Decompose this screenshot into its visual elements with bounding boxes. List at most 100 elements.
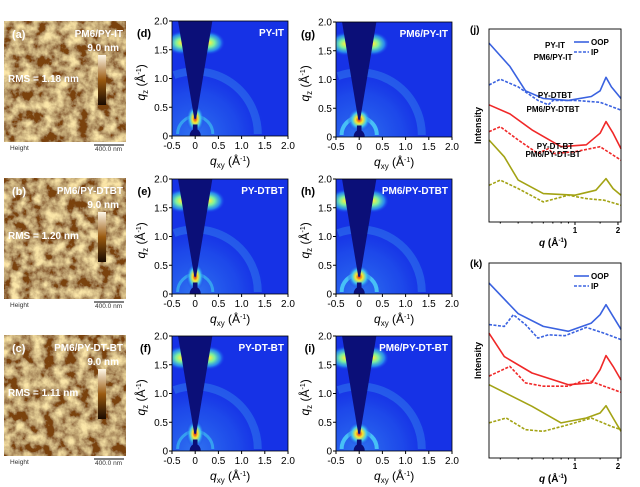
scattering-map bbox=[172, 336, 288, 451]
y-axis-label-part: (Å bbox=[133, 232, 148, 247]
y-tick-label: 1.5 bbox=[154, 203, 168, 214]
missing-wedge bbox=[178, 21, 213, 119]
x-tick-label: 0 bbox=[192, 299, 198, 310]
y-axis-label: qz (Å-1) bbox=[133, 64, 150, 100]
x-axis-label: qxy (Å-1) bbox=[374, 311, 414, 328]
x-tick-label: -0.5 bbox=[327, 142, 345, 153]
panel-title: PM6/PY-DTBT bbox=[382, 186, 448, 197]
height-channel-label: Height bbox=[10, 145, 29, 152]
height-channel-label: Height bbox=[10, 302, 29, 309]
x-axis-label: qxy (Å-1) bbox=[210, 468, 250, 485]
x-tick-label: 1 bbox=[573, 226, 578, 235]
x-tick-label: 0.5 bbox=[211, 141, 225, 152]
y-tick-label: 1.0 bbox=[154, 389, 168, 400]
panel-label: (a) bbox=[12, 29, 26, 41]
panel-title: PY-DTBT bbox=[241, 186, 284, 197]
scale-bar-label: 400.0 nm bbox=[95, 303, 122, 310]
x-axis-label-part: q bbox=[210, 469, 217, 483]
y-tick-label: 0 bbox=[326, 290, 332, 301]
x-axis-label-part: q bbox=[374, 312, 381, 326]
x-axis-label-part: q bbox=[539, 238, 545, 249]
x-tick-label: -0.5 bbox=[163, 299, 181, 310]
x-tick-label: 2.0 bbox=[445, 456, 459, 467]
rms-label: RMS = 1.11 nm bbox=[8, 388, 78, 399]
x-axis-label-part: xy bbox=[381, 162, 389, 171]
y-tick-label: 1.0 bbox=[318, 389, 332, 400]
ip-curve bbox=[488, 417, 622, 433]
panel-label: (k) bbox=[470, 259, 482, 270]
y-tick-label: 0.5 bbox=[154, 103, 168, 114]
x-tick-label: 2 bbox=[616, 462, 621, 471]
x-tick-label: 1.5 bbox=[422, 299, 436, 310]
y-tick-label: 0.5 bbox=[154, 261, 168, 272]
beamstop-base bbox=[189, 443, 201, 451]
y-tick-label: 0 bbox=[162, 132, 168, 143]
x-axis-label-part: -1 bbox=[404, 157, 410, 164]
curve-group-label: PM6/PY-IT bbox=[534, 53, 573, 62]
plot-frame bbox=[488, 28, 622, 223]
y-tick-label: 0.5 bbox=[318, 104, 332, 115]
x-tick-label: 1.5 bbox=[422, 142, 436, 153]
y-axis-label: qz (Å-1) bbox=[297, 222, 314, 258]
y-axis-label-part: -1 bbox=[300, 383, 307, 389]
x-tick-label: 2.0 bbox=[281, 456, 295, 467]
panel-label: (g) bbox=[301, 29, 315, 41]
y-axis-label-part: (Å bbox=[133, 389, 148, 404]
x-axis-label-part: ) bbox=[246, 469, 250, 483]
oop-curve bbox=[488, 332, 622, 386]
afm-panel: (c) PM6/PY-DT-BT 9.0 nm RMS = 1.11 nm Height… bbox=[4, 335, 126, 467]
x-axis-label-part: (Å bbox=[389, 154, 404, 169]
x-axis-label: qxy (Å-1) bbox=[374, 468, 414, 485]
y-axis-label-part: z bbox=[141, 90, 150, 94]
x-tick-label: 2.0 bbox=[445, 299, 459, 310]
panel-label: (b) bbox=[12, 186, 26, 198]
x-tick-label: 1.5 bbox=[422, 456, 436, 467]
afm-panel: (b) PM6/PY-DTBT 9.0 nm RMS = 1.20 nm Height 4… bbox=[4, 178, 126, 310]
x-axis-label-part: (Å bbox=[389, 468, 404, 483]
y-axis-label-part: z bbox=[141, 248, 150, 252]
color-scale-max-label: 9.0 nm bbox=[87, 43, 119, 54]
x-axis-label: qxy (Å-1) bbox=[210, 153, 250, 170]
beamstop-base bbox=[353, 444, 365, 451]
x-axis-label-part: -1 bbox=[404, 471, 410, 478]
x-tick-label: 2.0 bbox=[281, 141, 295, 152]
oop-curve bbox=[488, 282, 622, 333]
y-tick-label: 1.0 bbox=[318, 232, 332, 243]
y-tick-label: 2.0 bbox=[154, 175, 168, 186]
y-axis-label-part: z bbox=[305, 248, 314, 252]
color-scale-bar bbox=[98, 55, 106, 105]
x-axis-label-part: q bbox=[539, 474, 545, 485]
x-axis-label-part: xy bbox=[217, 161, 225, 170]
x-axis-label-part: -1 bbox=[240, 314, 246, 321]
sample-label: PM6/PY-DT-BT bbox=[54, 343, 123, 354]
y-axis-label: qz (Å-1) bbox=[133, 379, 150, 415]
x-tick-label: 2.0 bbox=[281, 299, 295, 310]
curve-group-label: PY-IT bbox=[545, 41, 565, 50]
x-axis-label-part: -1 bbox=[558, 238, 564, 244]
panel-label: (d) bbox=[137, 28, 151, 40]
oop-curve bbox=[488, 383, 622, 432]
y-axis-label-part: ) bbox=[134, 64, 148, 68]
y-tick-label: 1.5 bbox=[318, 203, 332, 214]
beamstop-base bbox=[189, 287, 201, 294]
x-axis-label-part: -1 bbox=[240, 471, 246, 478]
y-axis-label-part: z bbox=[141, 405, 150, 409]
x-tick-label: 1.0 bbox=[399, 456, 413, 467]
missing-wedge bbox=[342, 22, 377, 120]
x-axis-label-part: (Å bbox=[545, 472, 558, 485]
oop-curve bbox=[488, 139, 622, 196]
y-axis-label: qz (Å-1) bbox=[297, 65, 314, 101]
x-axis-label-part: -1 bbox=[240, 156, 246, 163]
panel-label: (c) bbox=[12, 343, 26, 355]
scale-bar-label: 400.0 nm bbox=[95, 460, 122, 467]
x-tick-label: 1.0 bbox=[399, 299, 413, 310]
x-tick-label: -0.5 bbox=[163, 456, 181, 467]
curve-group-label: PM6/PY-DTBT bbox=[527, 105, 580, 114]
y-tick-label: 0 bbox=[162, 290, 168, 301]
x-axis-label-part: ) bbox=[410, 312, 414, 326]
x-axis-label-part: (Å bbox=[225, 468, 240, 483]
x-tick-label: -0.5 bbox=[163, 141, 181, 152]
rms-label: RMS = 1.20 nm bbox=[8, 231, 79, 242]
y-axis-label-part: -1 bbox=[136, 226, 143, 232]
y-axis-label-part: q bbox=[298, 95, 312, 102]
